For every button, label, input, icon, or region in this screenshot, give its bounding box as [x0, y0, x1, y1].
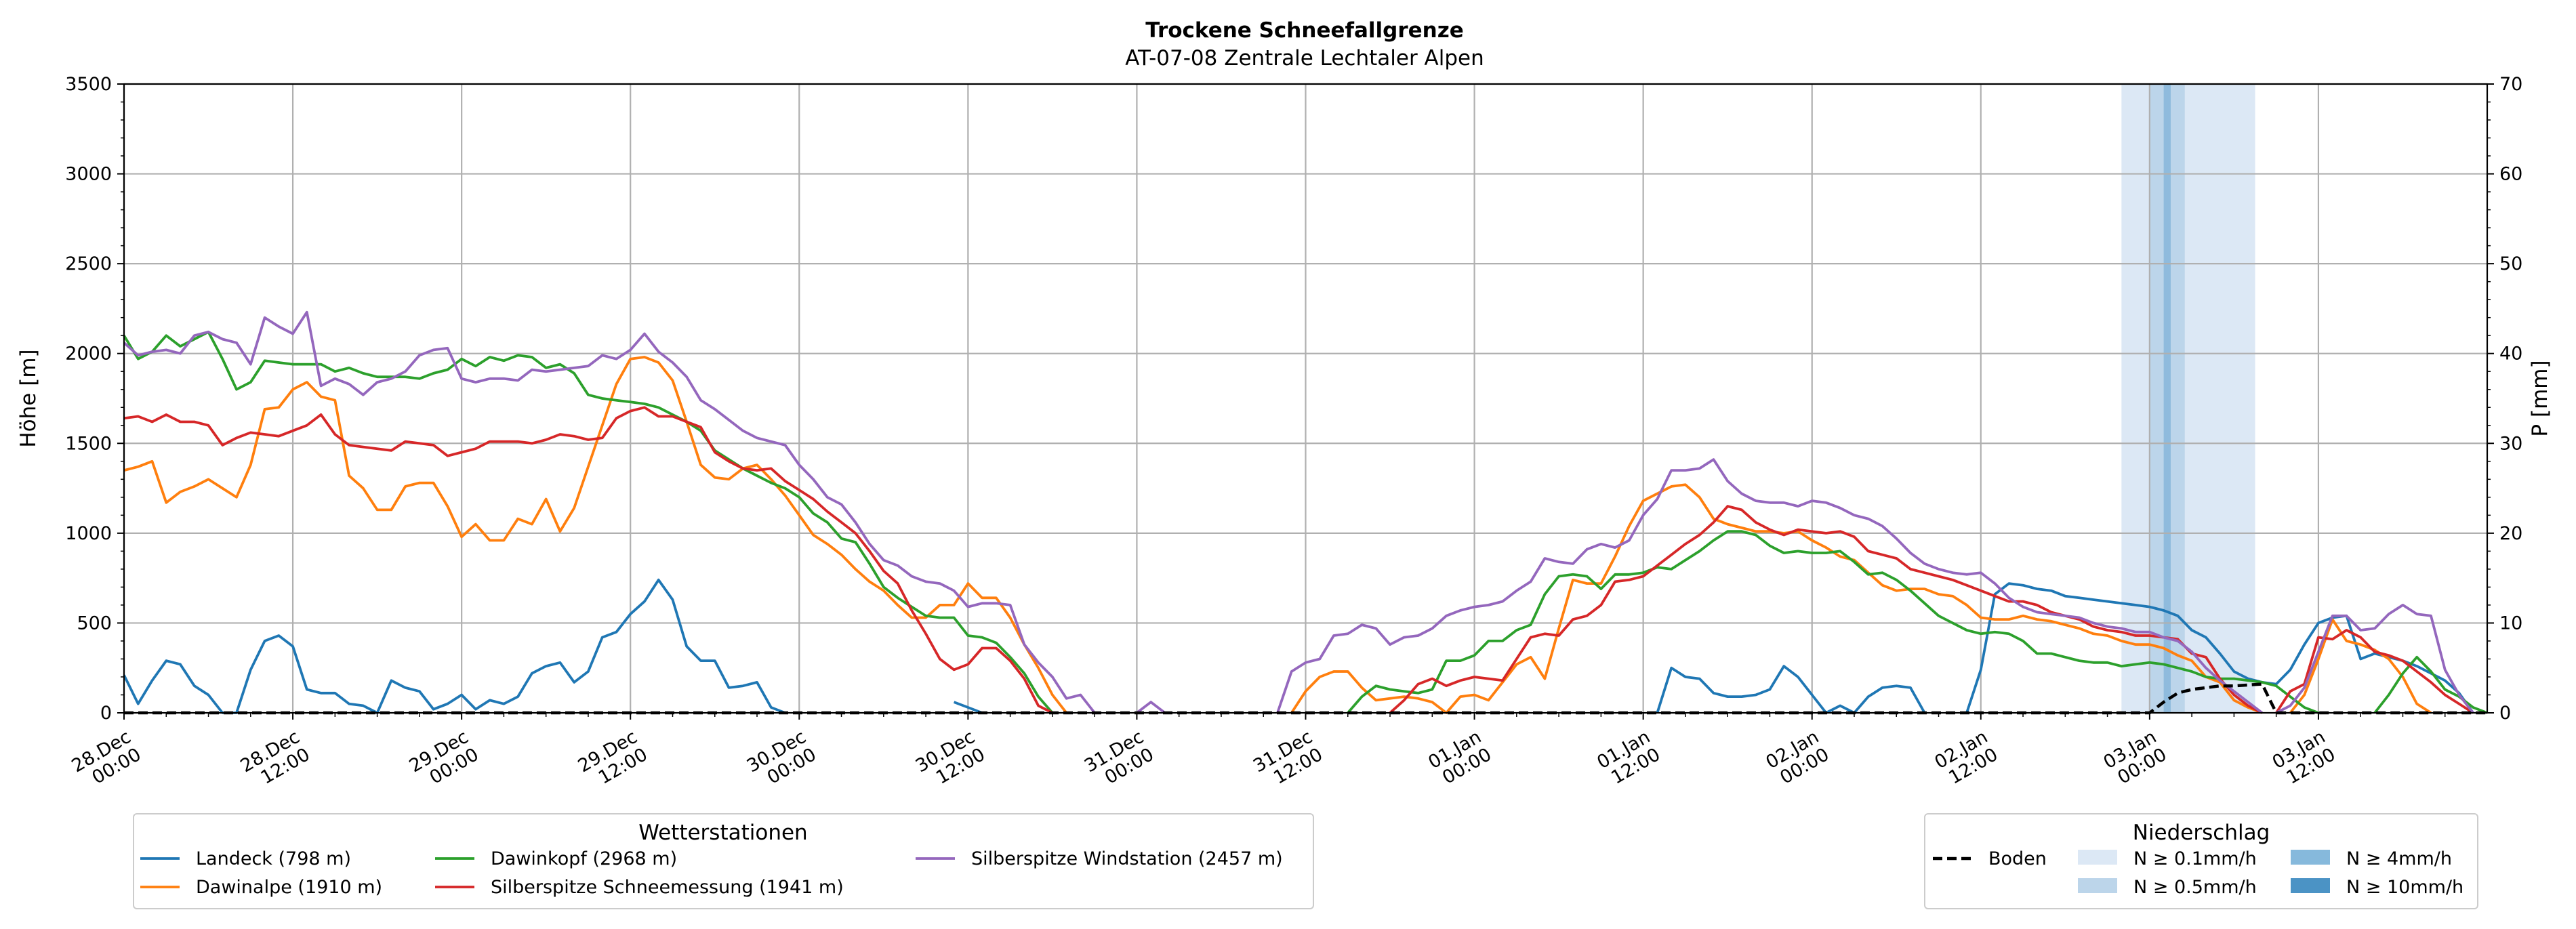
series-lines	[123, 310, 2488, 715]
legend-precipitation: Niederschlag Boden N ≥ 0.1mm/h N ≥ 0.5mm/h…	[1924, 813, 2478, 909]
y-right-tick-label-0: 0	[2499, 703, 2511, 724]
series-line-0-1	[953, 701, 983, 714]
y-tick-label-2: 1000	[65, 523, 112, 544]
legend-weather-stations: Wetterstationen Landeck (798 m) Dawinalpe…	[133, 813, 1314, 909]
legend-precip-label-1: N ≥ 0.1mm/h	[2133, 848, 2257, 869]
y-tick-label-6: 3000	[65, 164, 112, 185]
legend-label-1: Dawinalpe (1910 m)	[196, 877, 382, 898]
legend-label-0: Landeck (798 m)	[196, 848, 351, 869]
y-right-tick-label-1: 10	[2499, 613, 2522, 634]
series-line-1-2	[2289, 618, 2432, 714]
series-line-3-1	[1389, 505, 2263, 714]
y-right-tick-label-4: 40	[2499, 344, 2522, 365]
y-axis-label: Höhe [m]	[16, 349, 41, 447]
legend-precip-label-4: N ≥ 10mm/h	[2346, 877, 2463, 898]
chart-title: Trockene Schneefallgrenze	[1145, 18, 1464, 43]
legend-label-2: Dawinkopf (2968 m)	[491, 848, 677, 869]
legend-stations-frame	[133, 813, 1314, 909]
y-right-tick-label-6: 60	[2499, 164, 2522, 185]
series-line-0-2	[1656, 665, 1926, 714]
series-line-2-1	[1347, 530, 2319, 714]
series-line-0-0	[123, 578, 786, 714]
series-line-0-3	[1965, 582, 2474, 714]
legend-precip-frame	[1924, 813, 2478, 909]
y-tick-label-7: 3500	[65, 74, 112, 95]
series-line-4-1	[1136, 701, 1166, 714]
series-line-1-0	[123, 356, 1068, 714]
precipitation-bands	[2121, 84, 2255, 713]
legend-precip-swatch-4	[2291, 878, 2330, 893]
legend-label-3: Silberspitze Schneemessung (1941 m)	[491, 877, 844, 898]
legend-label-4: Silberspitze Windstation (2457 m)	[971, 848, 1283, 869]
series-line-3-2	[2275, 629, 2474, 714]
chart-subtitle: AT-07-08 Zentrale Lechtaler Alpen	[1125, 46, 1484, 70]
y-tick-label-3: 1500	[65, 433, 112, 454]
precip-band-0	[2121, 84, 2255, 713]
series-line-5-0	[124, 682, 2487, 715]
y-right-tick-label-3: 30	[2499, 433, 2522, 454]
y-tick-label-4: 2000	[65, 344, 112, 365]
y-tick-label-1: 500	[77, 613, 112, 634]
legend-stations-title: Wetterstationen	[638, 821, 807, 845]
series-line-4-0	[123, 310, 1096, 714]
legend-precip-title: Niederschlag	[2133, 821, 2270, 845]
legend-precip-swatch-3	[2291, 850, 2330, 865]
series-line-4-3	[2275, 604, 2474, 714]
legend-precip-swatch-2	[2078, 878, 2117, 893]
y-tick-label-0: 0	[100, 703, 112, 724]
series-line-2-2	[2373, 655, 2488, 714]
y-tick-label-5: 2500	[65, 253, 112, 274]
legend-precip-label-0: Boden	[1988, 848, 2047, 869]
y-right-tick-label-7: 70	[2499, 74, 2522, 95]
series-line-2-0	[123, 331, 1054, 714]
legend-precip-swatch-1	[2078, 850, 2117, 865]
legend-precip-label-3: N ≥ 4mm/h	[2346, 848, 2452, 869]
precip-band-2	[2163, 84, 2171, 713]
y-right-tick-label-5: 50	[2499, 253, 2522, 274]
legend-precip-label-2: N ≥ 0.5mm/h	[2133, 877, 2257, 898]
y-right-tick-label-2: 20	[2499, 523, 2522, 544]
series-line-3-0	[123, 406, 1053, 714]
series-line-4-2	[1276, 458, 2264, 714]
y-axis-right-label: P [mm]	[2528, 360, 2552, 436]
